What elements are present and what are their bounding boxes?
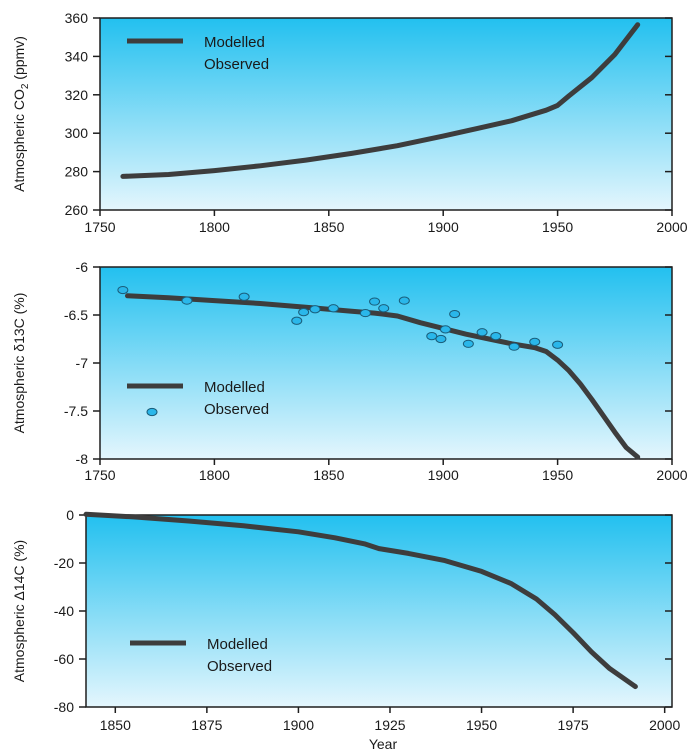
x-tick-label: 1800 <box>199 219 230 235</box>
legend-label: Modelled <box>207 636 268 653</box>
y-tick-label: -7 <box>76 355 89 371</box>
y-tick-label: 360 <box>65 10 89 26</box>
x-tick-label: 1900 <box>428 219 459 235</box>
observed-point <box>449 309 461 319</box>
x-tick-label: 1900 <box>283 717 314 733</box>
observed-point <box>298 308 310 317</box>
y-tick-label: 300 <box>65 125 89 141</box>
observed-point <box>398 296 410 305</box>
observed-point <box>369 297 381 306</box>
x-tick-label: 1800 <box>199 467 230 483</box>
observed-point <box>490 332 502 341</box>
y-tick-label: -8 <box>76 451 89 467</box>
observed-point <box>291 316 303 325</box>
y-axis-title: Atmospheric δ13C (%) <box>11 293 27 434</box>
x-tick-label: 1950 <box>466 717 497 733</box>
y-axis-title: Atmospheric CO2 (ppmv) <box>11 36 31 192</box>
y-tick-label: 260 <box>65 202 89 218</box>
series-line-modelled <box>125 293 641 460</box>
plot-area <box>99 266 673 460</box>
x-tick-label: 2000 <box>656 467 687 483</box>
observed-point <box>117 285 129 295</box>
legend: Modelled Observed <box>127 34 269 73</box>
y-tick-label: -60 <box>54 651 74 667</box>
y-tick-label: 280 <box>65 164 89 180</box>
series-line-modelled <box>83 511 638 690</box>
y-tick-label: -40 <box>54 603 74 619</box>
observed-point <box>359 308 371 318</box>
legend: Modelled Observed <box>127 379 269 418</box>
plot-area <box>99 17 673 211</box>
x-tick-label: 1750 <box>84 467 115 483</box>
x-tick-label: 1925 <box>374 717 405 733</box>
observed-point <box>238 292 250 301</box>
y-tick-label: -6 <box>76 259 89 275</box>
observed-point <box>309 305 321 314</box>
observed-point <box>378 304 390 313</box>
x-tick-label: 2000 <box>649 717 680 733</box>
observed-point <box>508 342 520 351</box>
d14c-panel: 0 -20 -40 -60 -80 1850 1875 1900 1925 1950 1975 200… <box>11 507 680 733</box>
legend: Modelled Observed <box>130 636 272 675</box>
y-axis-title: Atmospheric Δ14C (%) <box>11 540 27 682</box>
observed-point <box>462 339 474 348</box>
observed-point <box>426 332 438 341</box>
legend-label: Modelled <box>204 379 265 396</box>
x-tick-label: 1875 <box>191 717 222 733</box>
y-tick-label: 340 <box>65 48 89 64</box>
observed-point <box>435 334 447 344</box>
y-axis-title-unit: (ppmv) <box>11 36 27 83</box>
y-tick-label: -7.5 <box>64 403 88 419</box>
x-tick-label: 1850 <box>100 717 131 733</box>
y-tick-label: 320 <box>65 87 89 103</box>
legend-label: Observed <box>204 401 269 418</box>
observed-point <box>552 340 564 349</box>
x-tick-label: 1950 <box>542 219 573 235</box>
x-tick-label: 1750 <box>84 219 115 235</box>
x-tick-label: 2000 <box>656 219 687 235</box>
legend-label: Modelled <box>204 34 265 51</box>
x-tick-label: 1900 <box>428 467 459 483</box>
observed-point <box>327 304 339 313</box>
x-tick-label: 1850 <box>313 467 344 483</box>
series-line-modelled <box>120 22 641 179</box>
y-tick-label: -20 <box>54 555 74 571</box>
observed-point <box>181 296 193 305</box>
y-tick-label: -80 <box>54 699 74 715</box>
plot-area <box>85 514 673 708</box>
observed-point <box>476 328 488 337</box>
y-tick-label: 0 <box>66 507 74 523</box>
x-tick-label: 1850 <box>313 219 344 235</box>
y-axis-title-subscript: 2 <box>20 83 31 89</box>
co2-panel: 260 280 300 320 340 360 1750 1800 1850 1900 1950 20… <box>11 10 688 235</box>
legend-label: Observed <box>207 658 272 675</box>
legend-point-marker <box>146 407 158 417</box>
legend-label: Observed <box>204 56 269 73</box>
x-tick-label: 1975 <box>558 717 589 733</box>
observed-point <box>439 325 451 334</box>
x-axis-title: Year <box>369 736 398 752</box>
y-tick-label: -6.5 <box>64 307 88 323</box>
observed-point <box>529 337 541 346</box>
x-tick-label: 1950 <box>542 467 573 483</box>
